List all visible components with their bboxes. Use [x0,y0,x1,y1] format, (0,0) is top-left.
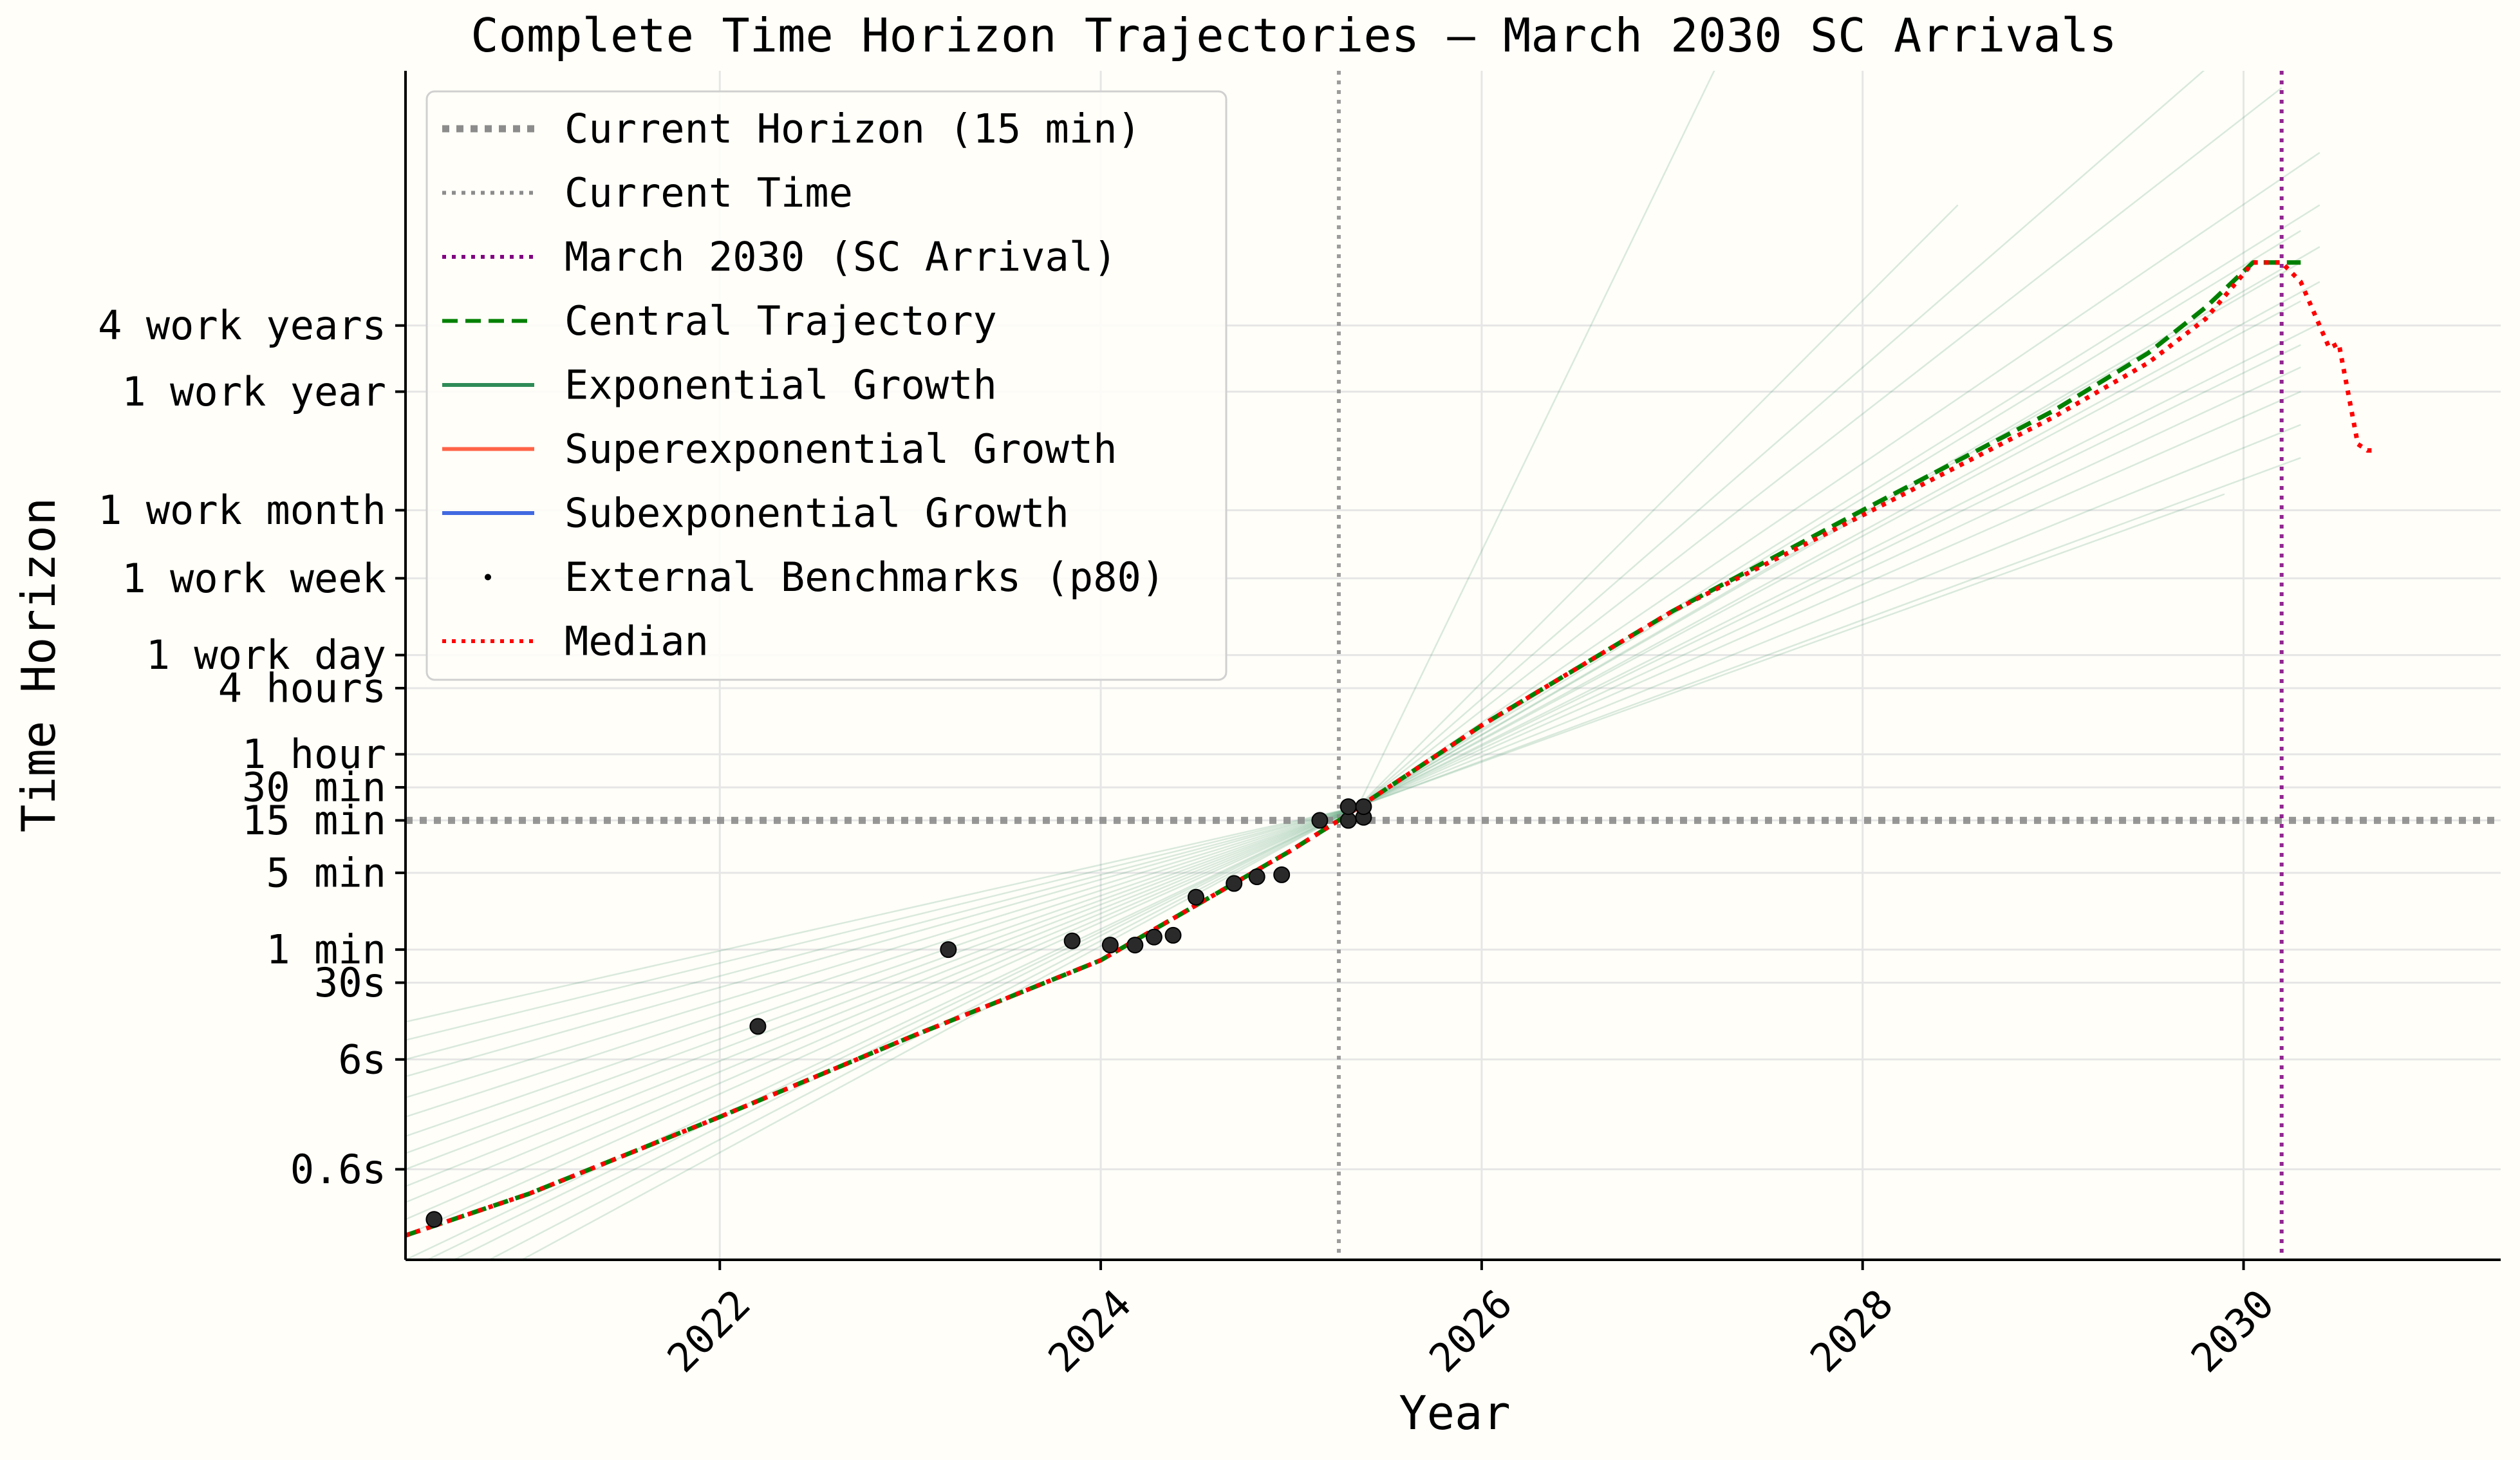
benchmark-point [1226,875,1243,892]
legend-marker [485,574,491,581]
legend-label: Median [565,618,709,665]
y-tick-label: 1 work day [146,632,386,679]
legend: Current Horizon (15 min) Current Time Marc… [425,90,1227,681]
y-tick-label: 1 work week [122,555,386,602]
benchmark-point [1339,798,1357,816]
reference-lines [406,71,2501,1260]
y-tick-label: 1 work month [98,487,386,534]
y-tick-label: 1 min [266,926,386,973]
main-series [406,260,2377,1238]
benchmark-point [1248,868,1265,886]
benchmark-point [749,1018,767,1035]
y-tick-label: 30s [314,959,386,1006]
legend-frame [425,90,1227,681]
y-axis-label: Time Horizon [12,498,66,832]
axes [395,71,2501,1270]
legend-label: External Benchmarks (p80) [565,554,1165,601]
legend-label: Current Time [565,169,853,216]
legend-label: Current Horizon (15 min) [565,106,1141,153]
legend-label: Exponential Growth [565,362,997,409]
y-tick-label: 6s [338,1036,386,1083]
benchmark-point [1164,926,1182,944]
benchmark-point [1145,928,1162,946]
y-tick-label: 1 work year [122,368,386,415]
y-tick-label: 1 hour [242,731,386,778]
median-line [406,260,2377,1238]
y-tick-label: 0.6s [290,1146,386,1193]
y-tick-label: 4 hours [218,664,386,711]
benchmark-point [1311,812,1329,829]
x-axis-label: Year [1399,1386,1510,1440]
y-tick-label: 4 work years [98,302,386,349]
legend-label: Central Trajectory [565,297,997,344]
y-tick-label: 5 min [266,849,386,896]
legend-label: Superexponential Growth [565,426,1117,473]
benchmark-point [1101,937,1119,954]
chart-title: Complete Time Horizon Trajectories — Mar… [471,8,2117,62]
benchmark-point [940,941,957,959]
y-tick-label: 30 min [242,764,386,811]
legend-label: Subexponential Growth [565,490,1069,537]
benchmark-point [425,1211,443,1228]
benchmark-points [425,798,1372,1228]
y-tick-label: 15 min [242,797,386,844]
benchmark-point [1273,866,1291,883]
benchmark-point [1355,798,1372,816]
benchmark-point [1188,888,1205,906]
benchmark-point [1126,937,1144,954]
legend-label: March 2030 (SC Arrival) [565,234,1117,281]
benchmark-point [1063,932,1081,950]
